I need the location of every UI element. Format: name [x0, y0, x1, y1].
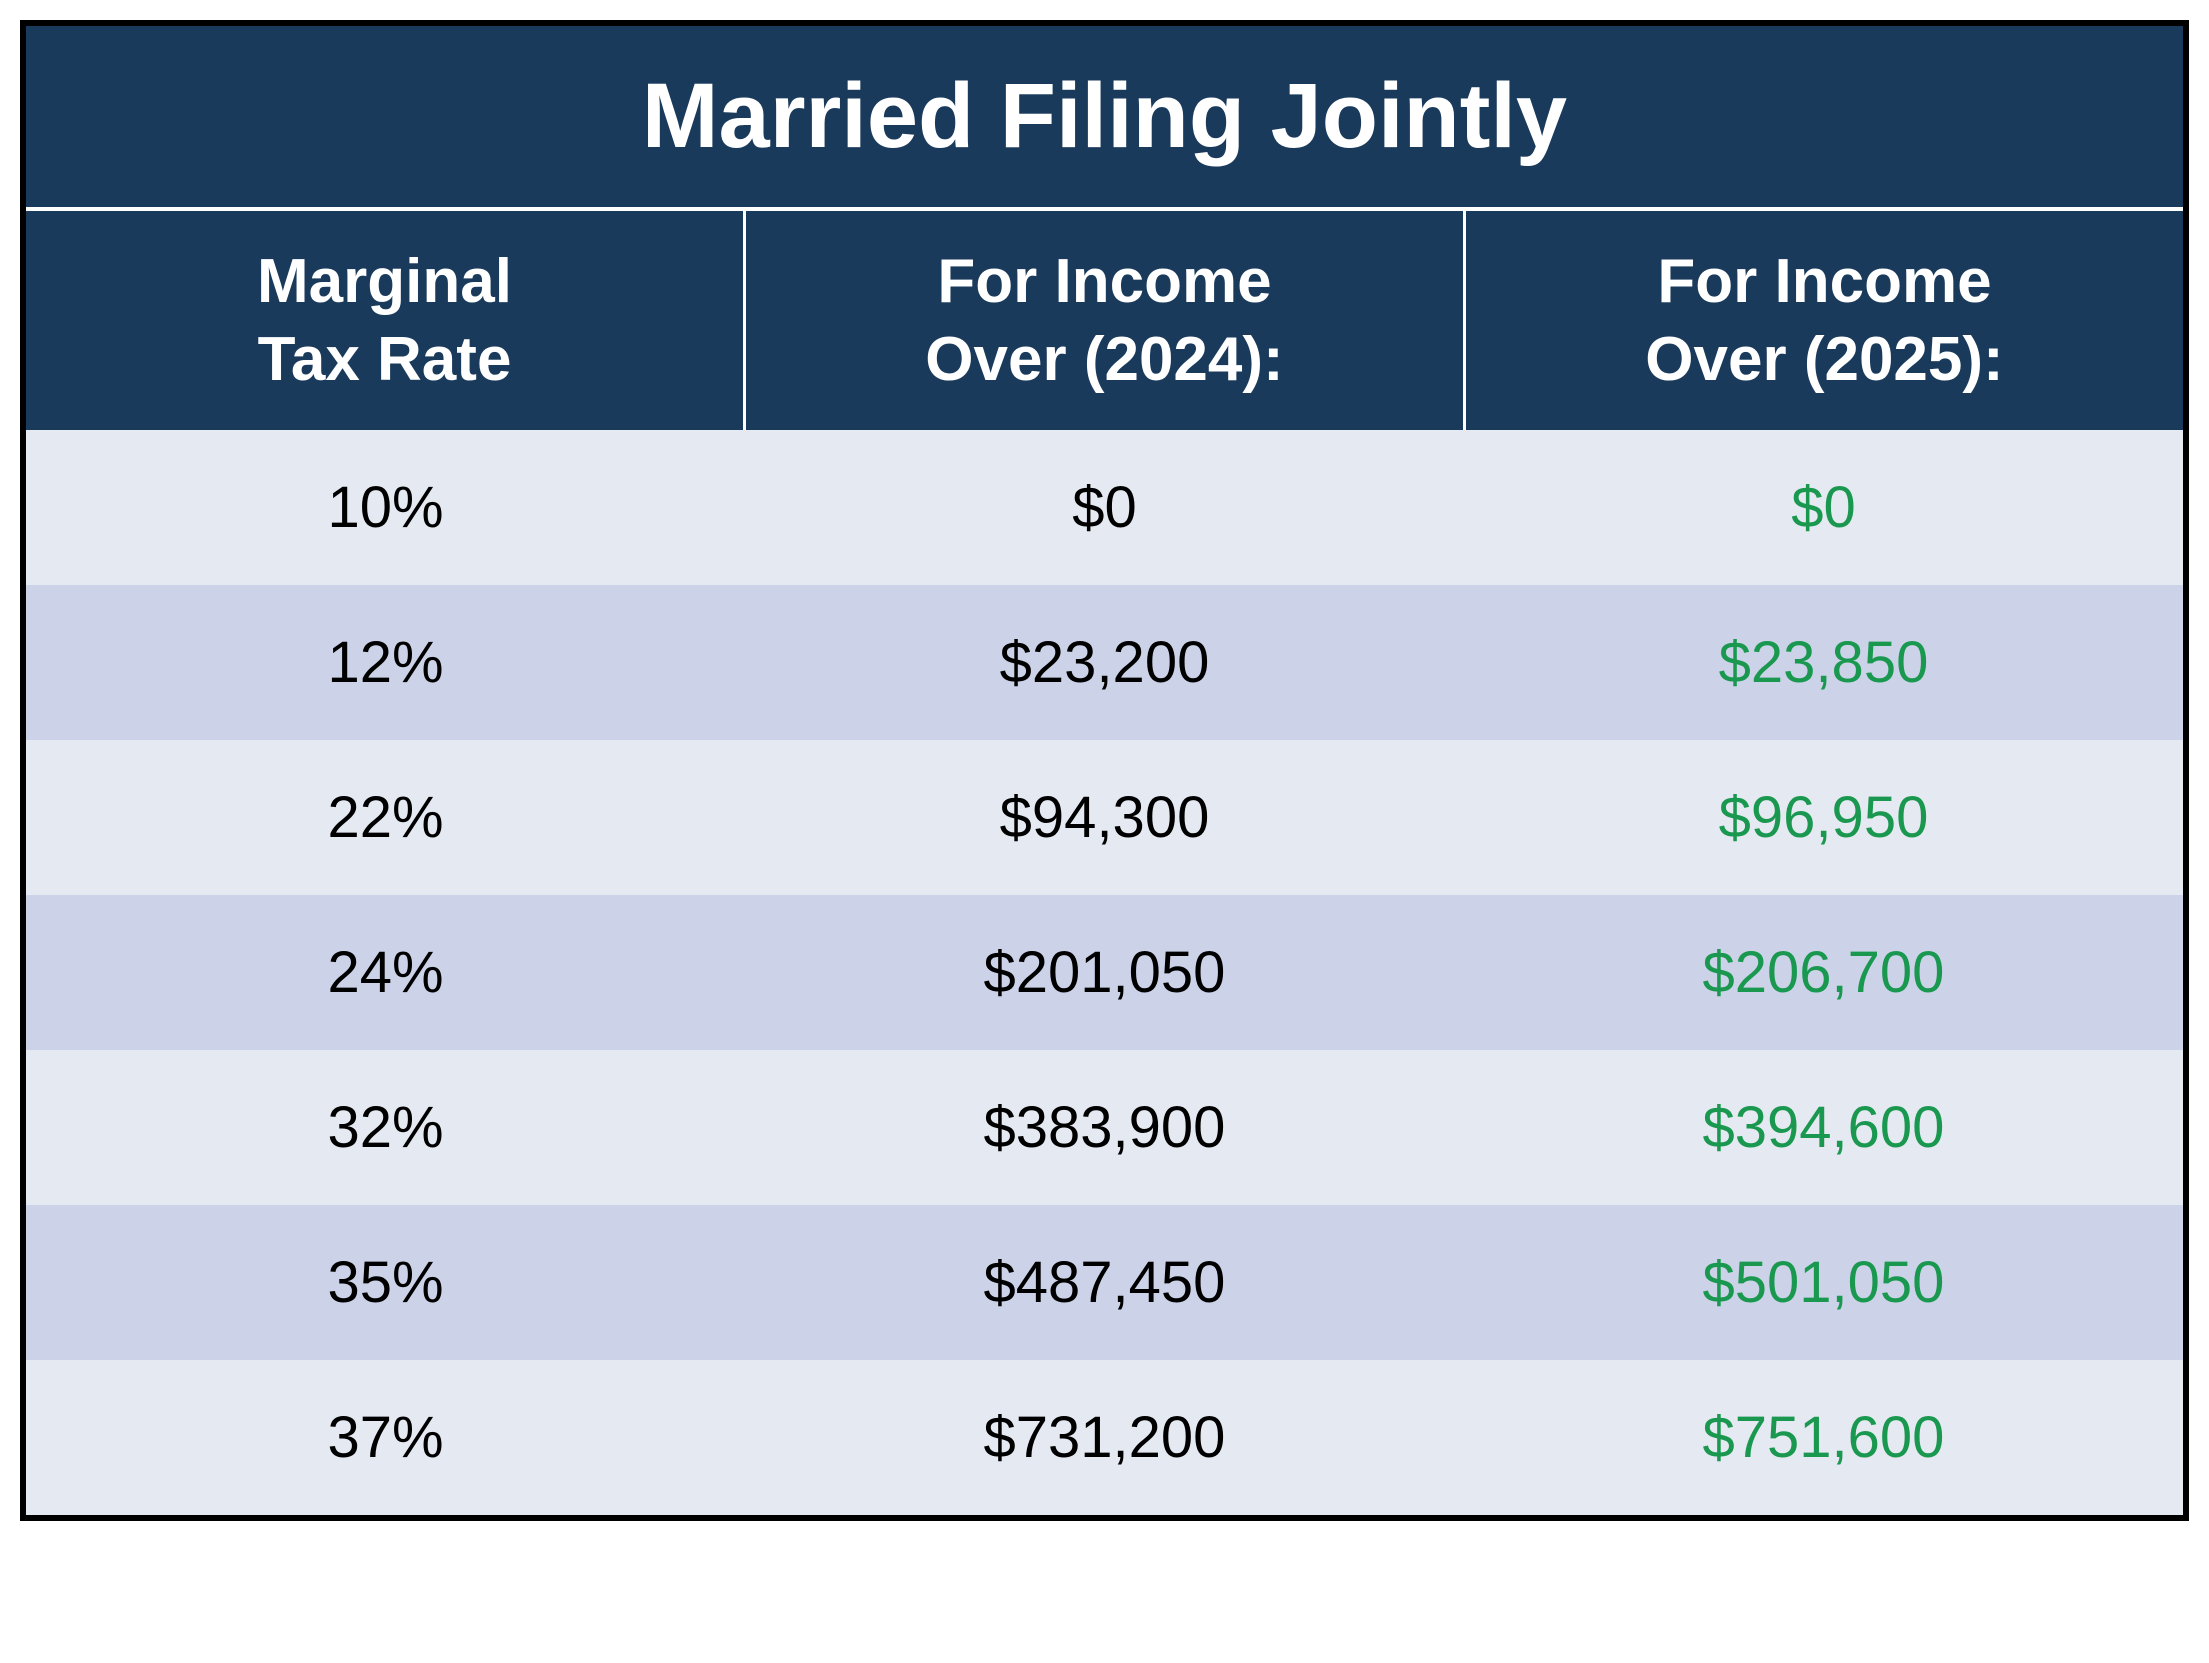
cell-2024: $201,050: [745, 895, 1464, 1050]
header-label: MarginalTax Rate: [257, 247, 512, 394]
cell-rate: 10%: [26, 430, 745, 585]
cell-2024: $0: [745, 430, 1464, 585]
header-label: For IncomeOver (2024):: [925, 247, 1283, 394]
table-row: 12% $23,200 $23,850: [26, 585, 2183, 740]
cell-2025: $206,700: [1464, 895, 2183, 1050]
table-row: 32% $383,900 $394,600: [26, 1050, 2183, 1205]
cell-rate: 35%: [26, 1205, 745, 1360]
cell-rate: 12%: [26, 585, 745, 740]
cell-2025: $751,600: [1464, 1360, 2183, 1515]
cell-rate: 24%: [26, 895, 745, 1050]
cell-2025: $0: [1464, 430, 2183, 585]
cell-2024: $383,900: [745, 1050, 1464, 1205]
table-row: 10% $0 $0: [26, 430, 2183, 585]
header-marginal-rate: MarginalTax Rate: [26, 211, 746, 430]
cell-2024: $487,450: [745, 1205, 1464, 1360]
table-row: 35% $487,450 $501,050: [26, 1205, 2183, 1360]
table-header-row: MarginalTax Rate For IncomeOver (2024): …: [26, 211, 2183, 430]
header-label: For IncomeOver (2025):: [1645, 247, 2003, 394]
cell-rate: 37%: [26, 1360, 745, 1515]
cell-2025: $394,600: [1464, 1050, 2183, 1205]
header-income-2025: For IncomeOver (2025):: [1466, 211, 2183, 430]
cell-2024: $94,300: [745, 740, 1464, 895]
cell-2025: $501,050: [1464, 1205, 2183, 1360]
header-income-2024: For IncomeOver (2024):: [746, 211, 1466, 430]
cell-2024: $731,200: [745, 1360, 1464, 1515]
cell-2025: $96,950: [1464, 740, 2183, 895]
table-row: 37% $731,200 $751,600: [26, 1360, 2183, 1515]
tax-table: Married Filing Jointly MarginalTax Rate …: [20, 20, 2189, 1521]
cell-2025: $23,850: [1464, 585, 2183, 740]
cell-rate: 22%: [26, 740, 745, 895]
table-row: 24% $201,050 $206,700: [26, 895, 2183, 1050]
table-row: 22% $94,300 $96,950: [26, 740, 2183, 895]
cell-2024: $23,200: [745, 585, 1464, 740]
cell-rate: 32%: [26, 1050, 745, 1205]
table-title: Married Filing Jointly: [26, 26, 2183, 211]
